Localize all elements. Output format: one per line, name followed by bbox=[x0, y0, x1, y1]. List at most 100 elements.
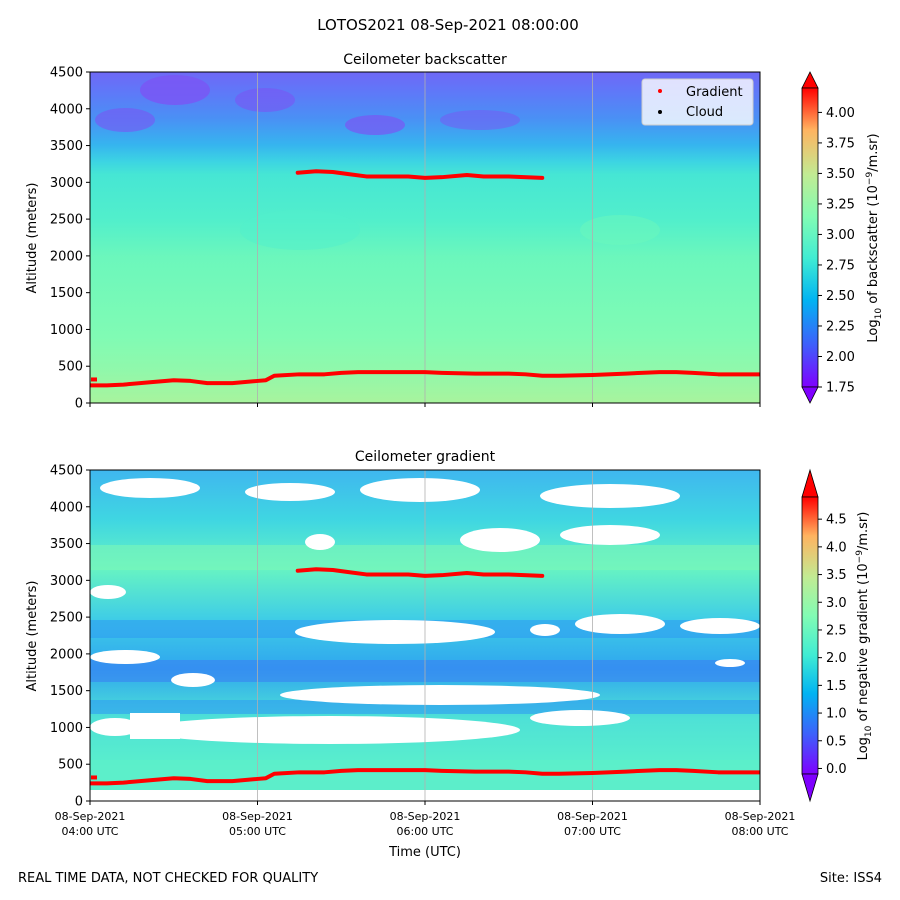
y-tick-label: 3500 bbox=[50, 537, 83, 552]
figure-title: LOTOS2021 08-Sep-2021 08:00:00 bbox=[317, 16, 579, 34]
x-tick-date-label: 08-Sep-2021 bbox=[725, 810, 796, 823]
colorbar-tick-label: 3.75 bbox=[826, 136, 855, 151]
y-tick-label: 2000 bbox=[50, 647, 83, 662]
y-tick-label: 3000 bbox=[50, 574, 83, 589]
top-x-ticks bbox=[89, 403, 761, 407]
y-tick-label: 4000 bbox=[50, 500, 83, 515]
footer-site: Site: ISS4 bbox=[820, 871, 882, 886]
x-tick-date-label: 08-Sep-2021 bbox=[55, 810, 126, 823]
colorbar-tick-label: 1.5 bbox=[826, 679, 847, 694]
bottom-gap bbox=[130, 713, 180, 739]
bottom-colorbar-label: Log10 of negative gradient (10−9/m.sr) bbox=[855, 512, 874, 761]
y-tick-label: 0 bbox=[75, 795, 83, 810]
colorbar-tick-label: 2.50 bbox=[826, 289, 855, 304]
legend-gradient-label: Gradient bbox=[686, 85, 743, 100]
bottom-colorbar-extend-min bbox=[801, 773, 819, 803]
y-tick-label: 2000 bbox=[50, 249, 83, 264]
bottom-gap bbox=[715, 659, 745, 667]
x-tick-time-label: 05:00 UTC bbox=[229, 825, 286, 838]
colorbar-tick-label: 2.0 bbox=[826, 651, 847, 666]
x-tick-time-label: 07:00 UTC bbox=[564, 825, 621, 838]
top-vgrid bbox=[257, 72, 593, 403]
bottom-gap bbox=[90, 718, 140, 736]
y-tick-label: 500 bbox=[58, 360, 83, 375]
colorbar-tick-label: 0.0 bbox=[826, 762, 847, 777]
y-tick-label: 2500 bbox=[50, 611, 83, 626]
top-colorbar-label: Log10 of backscatter (10−9/m.sr) bbox=[865, 133, 884, 342]
top-purple-patch bbox=[235, 88, 295, 112]
gradient-series-line bbox=[90, 768, 760, 786]
bottom-colorbar-extend-max bbox=[801, 468, 819, 498]
gradient-series-line bbox=[295, 567, 545, 578]
y-tick-label: 4500 bbox=[50, 66, 83, 81]
colorbar-tick-label: 0.5 bbox=[826, 734, 847, 749]
colorbar-tick-label: 3.5 bbox=[826, 568, 847, 583]
bottom-y-ticks: 0 500 1000 1500 2000 2500 3000 3500 4000 4500 bbox=[50, 464, 90, 810]
colorbar-tick-label: 1.75 bbox=[826, 381, 855, 396]
top-purple-patch bbox=[95, 108, 155, 132]
y-tick-label: 3000 bbox=[50, 176, 83, 191]
top-purple-patch bbox=[345, 115, 405, 135]
bottom-colorbar-bar bbox=[801, 496, 819, 775]
top-gradient-series bbox=[90, 169, 760, 388]
x-tick-time-label: 08:00 UTC bbox=[731, 825, 788, 838]
gradient-series-line bbox=[295, 169, 545, 180]
bottom-gap bbox=[280, 685, 600, 705]
legend-box bbox=[641, 78, 754, 126]
y-tick-label: 500 bbox=[58, 758, 83, 773]
top-y-axis-label: Altitude (meters) bbox=[25, 183, 40, 294]
gradient-point bbox=[91, 775, 97, 780]
bottom-gap bbox=[90, 585, 126, 599]
gradient-series-line bbox=[90, 370, 760, 388]
bottom-gap bbox=[560, 525, 660, 545]
bottom-gradient-series bbox=[90, 567, 760, 786]
colorbar-tick-label: 1.0 bbox=[826, 707, 847, 722]
colorbar-tick-label: 4.5 bbox=[826, 513, 847, 528]
colorbar-tick-label: 4.00 bbox=[826, 106, 855, 121]
bottom-gap bbox=[100, 478, 200, 498]
top-colorbar-bar bbox=[801, 87, 819, 388]
bottom-colorbar: 0.0 0.5 1.0 1.5 2.0 2.5 3.0 3.5 4.0 4.5 Log10 of … bbox=[801, 468, 874, 803]
bottom-x-ticks: 08-Sep-2021 04:00 UTC 08-Sep-2021 05:00 UTC… bbox=[55, 801, 796, 838]
y-tick-label: 0 bbox=[75, 397, 83, 412]
colorbar-tick-label: 3.25 bbox=[826, 197, 855, 212]
bottom-gap bbox=[245, 483, 335, 501]
legend: Gradient Cloud bbox=[641, 78, 754, 126]
y-tick-label: 4500 bbox=[50, 464, 83, 479]
legend-cloud-label: Cloud bbox=[686, 105, 723, 120]
bottom-colorbar-ticks: 0.0 0.5 1.0 1.5 2.0 2.5 3.0 3.5 4.0 4.5 bbox=[818, 513, 847, 777]
legend-cloud-marker bbox=[658, 110, 662, 114]
top-purple-patch bbox=[440, 110, 520, 130]
y-tick-label: 1000 bbox=[50, 721, 83, 736]
bottom-gap bbox=[530, 624, 560, 636]
colorbar-tick-label: 2.25 bbox=[826, 319, 855, 334]
x-tick-date-label: 08-Sep-2021 bbox=[557, 810, 628, 823]
top-y-ticks: 0 500 1000 1500 2000 2500 3000 3500 4000 4500 bbox=[50, 66, 90, 412]
top-colorbar-ticks: 1.75 2.00 2.25 2.50 2.75 3.00 3.25 3.50 3.75 4.00 bbox=[818, 106, 855, 396]
top-purple-patch bbox=[140, 75, 210, 105]
y-tick-label: 2500 bbox=[50, 213, 83, 228]
bottom-gap bbox=[90, 650, 160, 664]
colorbar-tick-label: 3.50 bbox=[826, 167, 855, 182]
y-tick-label: 1500 bbox=[50, 286, 83, 301]
y-tick-label: 3500 bbox=[50, 139, 83, 154]
top-colorbar-extend-min bbox=[801, 386, 819, 404]
y-tick-label: 1500 bbox=[50, 684, 83, 699]
colorbar-tick-label: 4.0 bbox=[826, 540, 847, 555]
bottom-gap bbox=[530, 710, 630, 726]
colorbar-tick-label: 2.5 bbox=[826, 623, 847, 638]
bottom-x-axis-label: Time (UTC) bbox=[388, 845, 461, 860]
colorbar-tick-label: 3.00 bbox=[826, 228, 855, 243]
bottom-y-axis-label: Altitude (meters) bbox=[25, 581, 40, 692]
colorbar-tick-label: 2.00 bbox=[826, 350, 855, 365]
top-panel-title: Ceilometer backscatter bbox=[343, 52, 507, 68]
gradient-point bbox=[91, 377, 97, 382]
colorbar-tick-label: 2.75 bbox=[826, 258, 855, 273]
x-tick-date-label: 08-Sep-2021 bbox=[390, 810, 461, 823]
top-colorbar-extend-max bbox=[801, 71, 819, 89]
x-tick-time-label: 06:00 UTC bbox=[396, 825, 453, 838]
bottom-gap bbox=[295, 620, 495, 644]
bottom-gap bbox=[360, 478, 480, 502]
legend-gradient-marker bbox=[658, 89, 662, 93]
